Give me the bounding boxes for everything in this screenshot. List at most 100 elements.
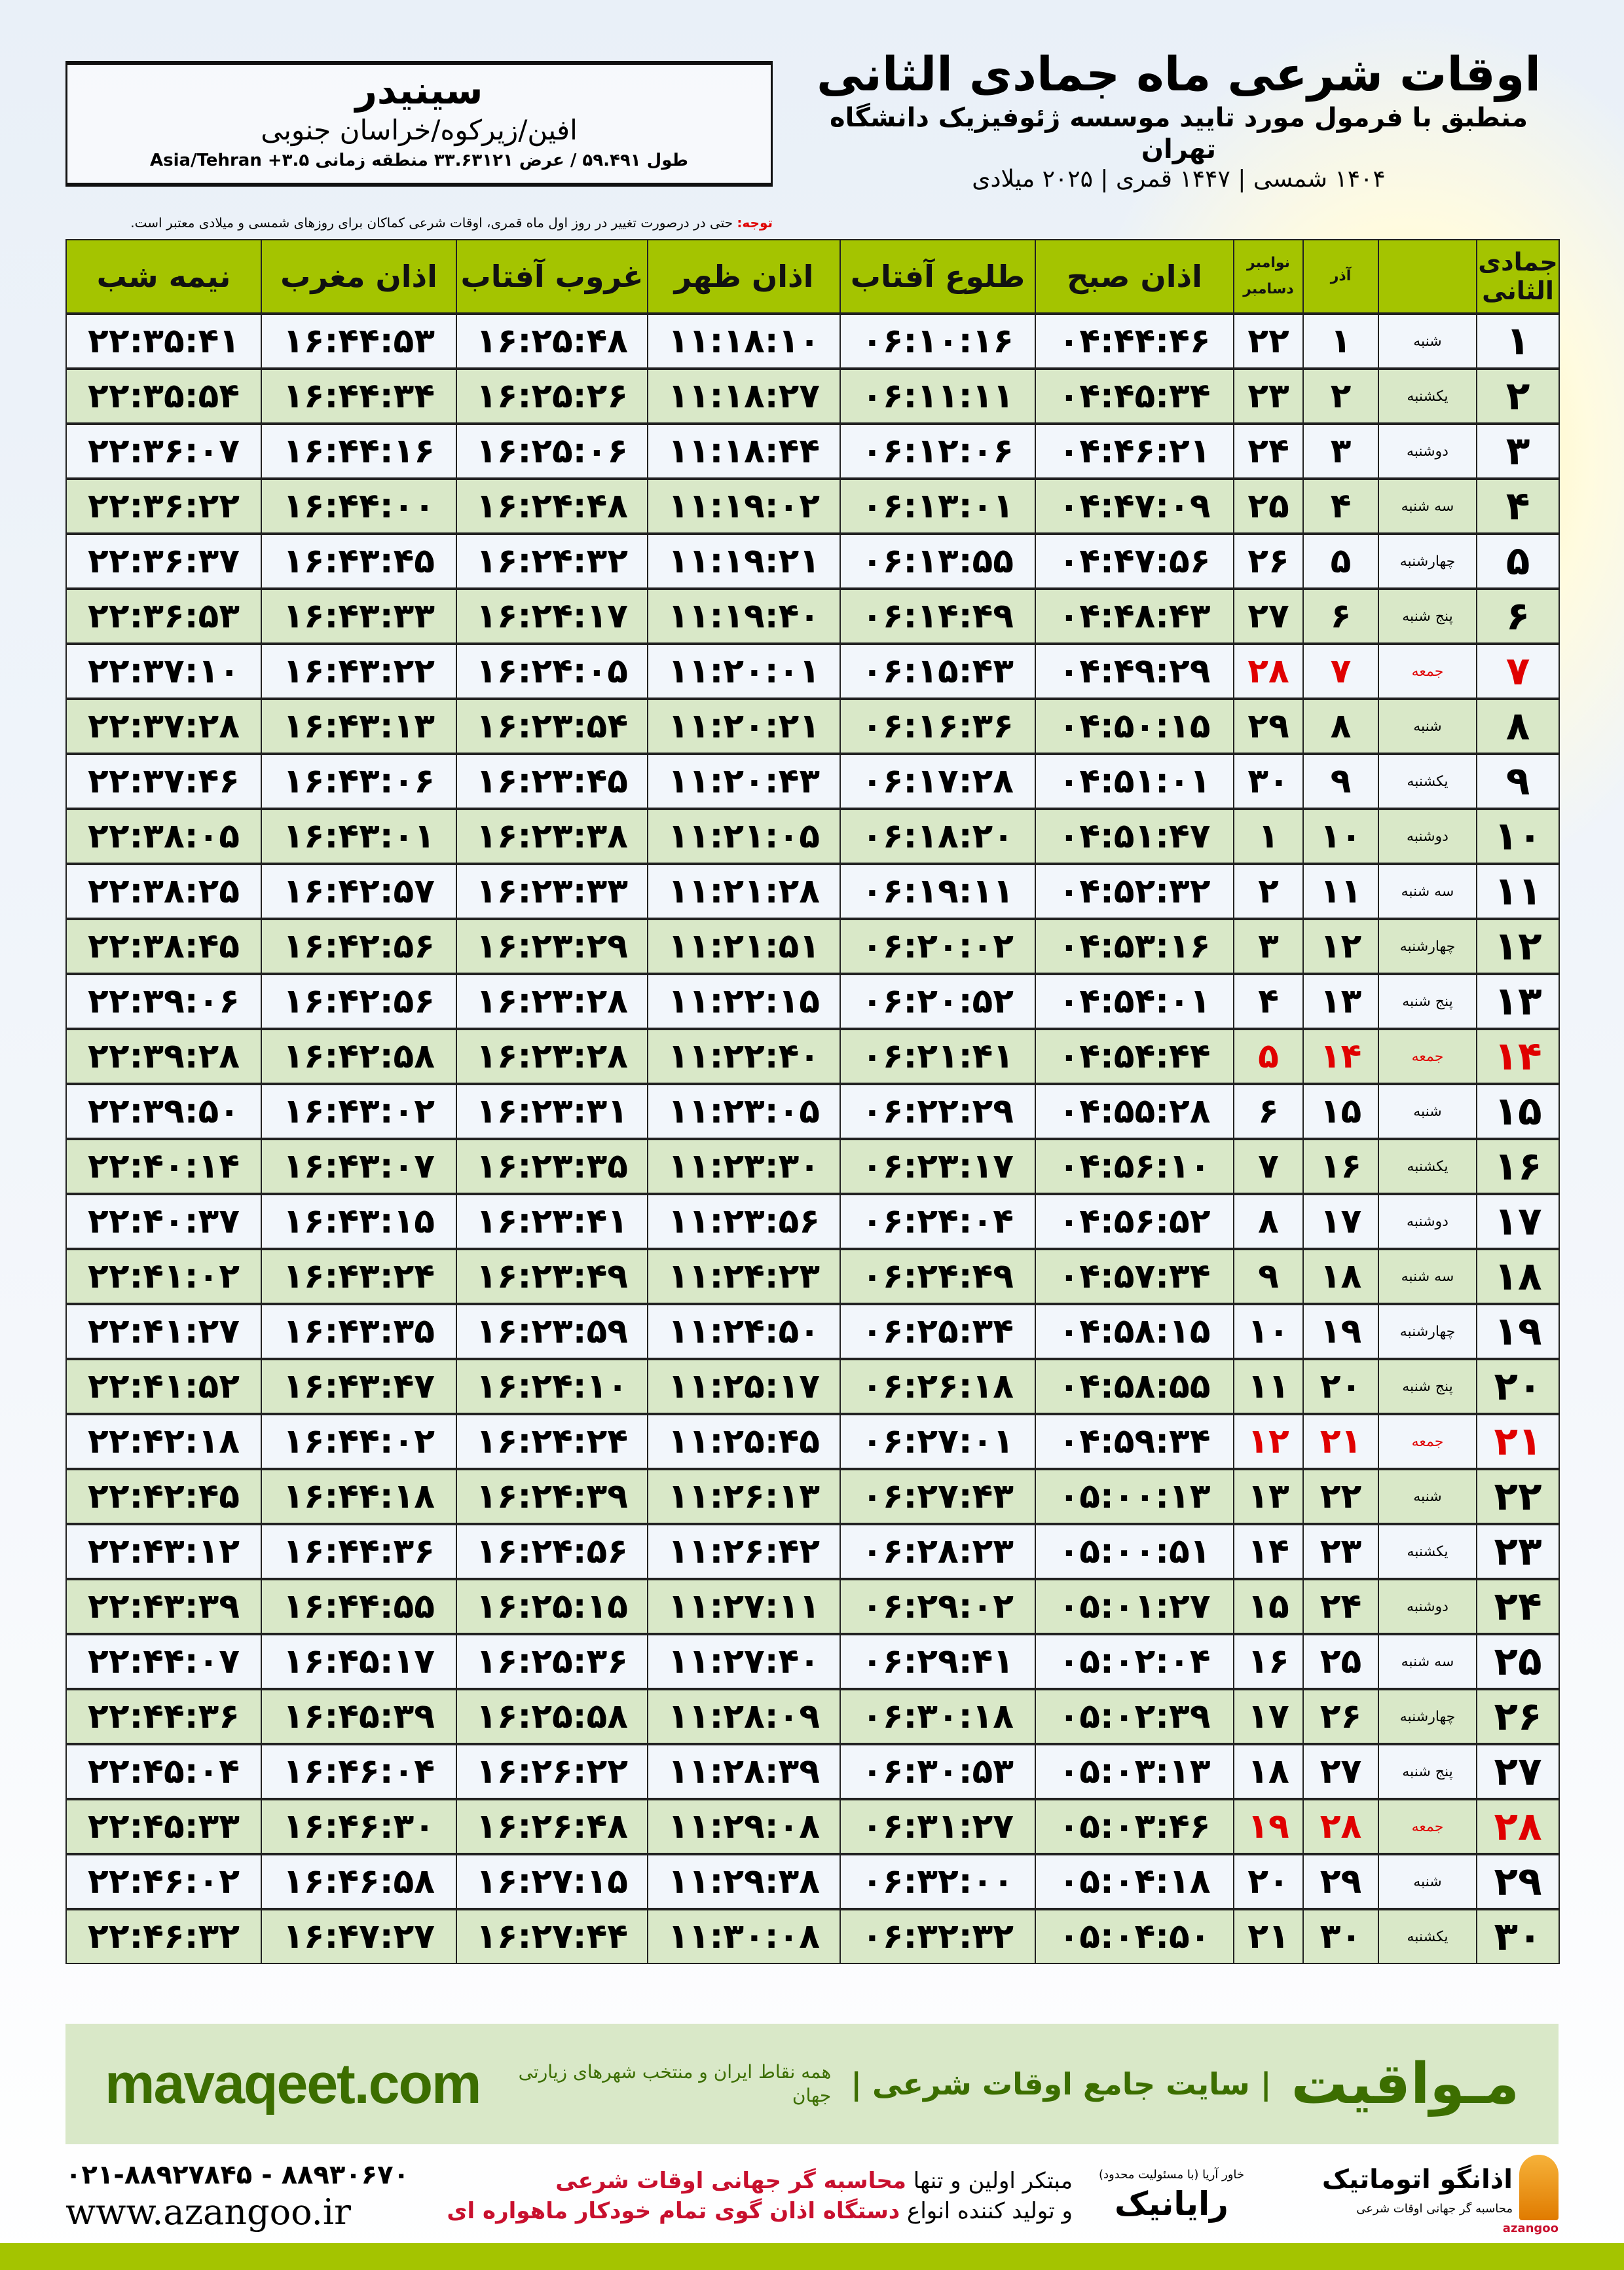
- fajr-time: ۰۵:۰۰:۱۳: [1035, 1468, 1234, 1525]
- dhuhr-time: ۱۱:۲۳:۵۶: [647, 1193, 841, 1250]
- hijri-day: ۱۰: [1476, 808, 1560, 865]
- hijri-day: ۲۶: [1476, 1688, 1560, 1745]
- azangoo-url[interactable]: www.azangoo.ir: [65, 2191, 351, 2233]
- midnight-time: ۲۲:۳۶:۰۷: [65, 422, 262, 479]
- weekday: سه شنبه: [1378, 1248, 1477, 1305]
- dhuhr-time: ۱۱:۲۳:۳۰: [647, 1138, 841, 1195]
- sunset-time: ۱۶:۲۴:۵۶: [456, 1523, 648, 1580]
- gregorian-day: ۱۲: [1233, 1413, 1304, 1470]
- sunrise-time: ۰۶:۱۴:۴۹: [840, 587, 1036, 644]
- table-row: ۱۴ جمعه ۱۴ ۵ ۰۴:۵۴:۴۴ ۰۶:۲۱:۴۱ ۱۱:۲۲:۴۰ ۱۶:۲۳:۲…: [65, 1028, 1560, 1085]
- maghrib-time: ۱۶:۴۳:۰۶: [261, 753, 457, 809]
- table-row: ۱۵ شنبه ۱۵ ۶ ۰۴:۵۵:۲۸ ۰۶:۲۲:۲۹ ۱۱:۲۳:۰۵ ۱۶:۲۳:۳…: [65, 1083, 1560, 1140]
- maghrib-time: ۱۶:۴۴:۰۰: [261, 477, 457, 534]
- col-gregorian-top: نوامبر: [1247, 255, 1290, 271]
- sunrise-time: ۰۶:۲۱:۴۱: [840, 1028, 1036, 1085]
- location-box: سینیدر افین/زیرکوه/خراسان جنوبی طول ۵۹.۴…: [65, 61, 773, 187]
- azangoo-logo-fa: اذانگو اتوماتیک: [1321, 2165, 1513, 2195]
- shamsi-day: ۲۳: [1302, 1523, 1379, 1580]
- fajr-time: ۰۵:۰۲:۰۴: [1035, 1633, 1234, 1690]
- sunset-time: ۱۶:۲۵:۱۵: [456, 1578, 648, 1635]
- table-row: ۹ یکشنبه ۹ ۳۰ ۰۴:۵۱:۰۱ ۰۶:۱۷:۲۸ ۱۱:۲۰:۴۳ ۱۶:۲۳:…: [65, 753, 1560, 809]
- weekday: سه شنبه: [1378, 1633, 1477, 1690]
- sunset-time: ۱۶:۲۷:۱۵: [456, 1853, 648, 1910]
- sunrise-time: ۰۶:۱۳:۰۱: [840, 477, 1036, 534]
- table-row: ۱ شنبه ۱ ۲۲ ۰۴:۴۴:۴۶ ۰۶:۱۰:۱۶ ۱۱:۱۸:۱۰ ۱۶:۲۵:۴۸…: [65, 312, 1560, 369]
- weekday: جمعه: [1378, 1413, 1477, 1470]
- dhuhr-time: ۱۱:۲۶:۴۲: [647, 1523, 841, 1580]
- hijri-day: ۳: [1476, 422, 1560, 479]
- gregorian-day: ۲۳: [1233, 367, 1304, 424]
- weekday: شنبه: [1378, 1083, 1477, 1140]
- mavaqeet-url[interactable]: mavaqeet.com: [105, 2052, 482, 2115]
- midnight-time: ۲۲:۴۴:۰۷: [65, 1633, 262, 1690]
- weekday: یکشنبه: [1378, 1908, 1477, 1964]
- table-row: ۵ چهارشنبه ۵ ۲۶ ۰۴:۴۷:۵۶ ۰۶:۱۳:۵۵ ۱۱:۱۹:۲۱ ۱۶:۲…: [65, 532, 1560, 589]
- maghrib-time: ۱۶:۴۳:۲۲: [261, 642, 457, 699]
- table-row: ۲۰ پنج شنبه ۲۰ ۱۱ ۰۴:۵۸:۵۵ ۰۶:۲۶:۱۸ ۱۱:۲۵:۱۷ ۱۶…: [65, 1358, 1560, 1415]
- fajr-time: ۰۴:۵۵:۲۸: [1035, 1083, 1234, 1140]
- sunrise-time: ۰۶:۲۳:۱۷: [840, 1138, 1036, 1195]
- hijri-day: ۱۴: [1476, 1028, 1560, 1085]
- dhuhr-time: ۱۱:۲۵:۴۵: [647, 1413, 841, 1470]
- maghrib-time: ۱۶:۴۷:۲۷: [261, 1908, 457, 1964]
- shamsi-day: ۱۶: [1302, 1138, 1379, 1195]
- shamsi-day: ۱۷: [1302, 1193, 1379, 1250]
- maghrib-time: ۱۶:۴۳:۱۳: [261, 698, 457, 754]
- gregorian-day: ۲۴: [1233, 422, 1304, 479]
- col-azar: آذر: [1302, 239, 1379, 314]
- fajr-time: ۰۴:۴۷:۵۶: [1035, 532, 1234, 589]
- maghrib-time: ۱۶:۴۲:۵۶: [261, 918, 457, 975]
- rayanik-logo: رایانیک: [1115, 2184, 1228, 2223]
- sunset-time: ۱۶:۲۴:۲۴: [456, 1413, 648, 1470]
- table-row: ۱۳ پنج شنبه ۱۳ ۴ ۰۴:۵۴:۰۱ ۰۶:۲۰:۵۲ ۱۱:۲۲:۱۵ ۱۶:…: [65, 973, 1560, 1030]
- sunrise-time: ۰۶:۱۰:۱۶: [840, 312, 1036, 369]
- weekday: شنبه: [1378, 1468, 1477, 1525]
- gregorian-day: ۲: [1233, 863, 1304, 920]
- weekday: شنبه: [1378, 698, 1477, 754]
- fajr-time: ۰۴:۴۷:۰۹: [1035, 477, 1234, 534]
- dhuhr-time: ۱۱:۱۹:۰۲: [647, 477, 841, 534]
- sunrise-time: ۰۶:۳۱:۲۷: [840, 1798, 1036, 1855]
- fajr-time: ۰۴:۴۸:۴۳: [1035, 587, 1234, 644]
- table-row: ۲۹ شنبه ۲۹ ۲۰ ۰۵:۰۴:۱۸ ۰۶:۳۲:۰۰ ۱۱:۲۹:۳۸ ۱۶:۲۷:…: [65, 1853, 1560, 1910]
- sunset-time: ۱۶:۲۳:۳۸: [456, 808, 648, 865]
- fajr-time: ۰۴:۵۰:۱۵: [1035, 698, 1234, 754]
- gregorian-day: ۵: [1233, 1028, 1304, 1085]
- weekday: دوشنبه: [1378, 422, 1477, 479]
- maghrib-time: ۱۶:۴۳:۱۵: [261, 1193, 457, 1250]
- sunrise-time: ۰۶:۳۲:۰۰: [840, 1853, 1036, 1910]
- hijri-day: ۱۸: [1476, 1248, 1560, 1305]
- maghrib-time: ۱۶:۴۳:۴۷: [261, 1358, 457, 1415]
- table-row: ۲۴ دوشنبه ۲۴ ۱۵ ۰۵:۰۱:۲۷ ۰۶:۲۹:۰۲ ۱۱:۲۷:۱۱ ۱۶:۲…: [65, 1578, 1560, 1635]
- dhuhr-time: ۱۱:۲۷:۴۰: [647, 1633, 841, 1690]
- maghrib-time: ۱۶:۴۳:۳۵: [261, 1303, 457, 1360]
- shamsi-day: ۳: [1302, 422, 1379, 479]
- gregorian-day: ۱۴: [1233, 1523, 1304, 1580]
- maghrib-time: ۱۶:۴۵:۱۷: [261, 1633, 457, 1690]
- maghrib-time: ۱۶:۴۳:۰۷: [261, 1138, 457, 1195]
- shamsi-day: ۲۱: [1302, 1413, 1379, 1470]
- shamsi-day: ۹: [1302, 753, 1379, 809]
- weekday: پنج شنبه: [1378, 973, 1477, 1030]
- midnight-time: ۲۲:۳۷:۴۶: [65, 753, 262, 809]
- weekday: دوشنبه: [1378, 1578, 1477, 1635]
- sunset-time: ۱۶:۲۳:۵۴: [456, 698, 648, 754]
- hijri-day: ۸: [1476, 698, 1560, 754]
- shamsi-day: ۱۲: [1302, 918, 1379, 975]
- weekday: یکشنبه: [1378, 753, 1477, 809]
- dhuhr-time: ۱۱:۲۱:۲۸: [647, 863, 841, 920]
- sunset-time: ۱۶:۲۳:۳۱: [456, 1083, 648, 1140]
- shamsi-day: ۸: [1302, 698, 1379, 754]
- sunset-time: ۱۶:۲۷:۴۴: [456, 1908, 648, 1964]
- midnight-time: ۲۲:۴۶:۳۲: [65, 1908, 262, 1964]
- dhuhr-time: ۱۱:۳۰:۰۸: [647, 1908, 841, 1964]
- table-row: ۱۰ دوشنبه ۱۰ ۱ ۰۴:۵۱:۴۷ ۰۶:۱۸:۲۰ ۱۱:۲۱:۰۵ ۱۶:۲۳…: [65, 808, 1560, 865]
- shamsi-day: ۲۷: [1302, 1743, 1379, 1800]
- note-label: توجه:: [737, 215, 773, 231]
- sunset-time: ۱۶:۲۳:۲۹: [456, 918, 648, 975]
- weekday: یکشنبه: [1378, 367, 1477, 424]
- dhuhr-time: ۱۱:۲۱:۵۱: [647, 918, 841, 975]
- hijri-day: ۲: [1476, 367, 1560, 424]
- sunrise-time: ۰۶:۲۴:۰۴: [840, 1193, 1036, 1250]
